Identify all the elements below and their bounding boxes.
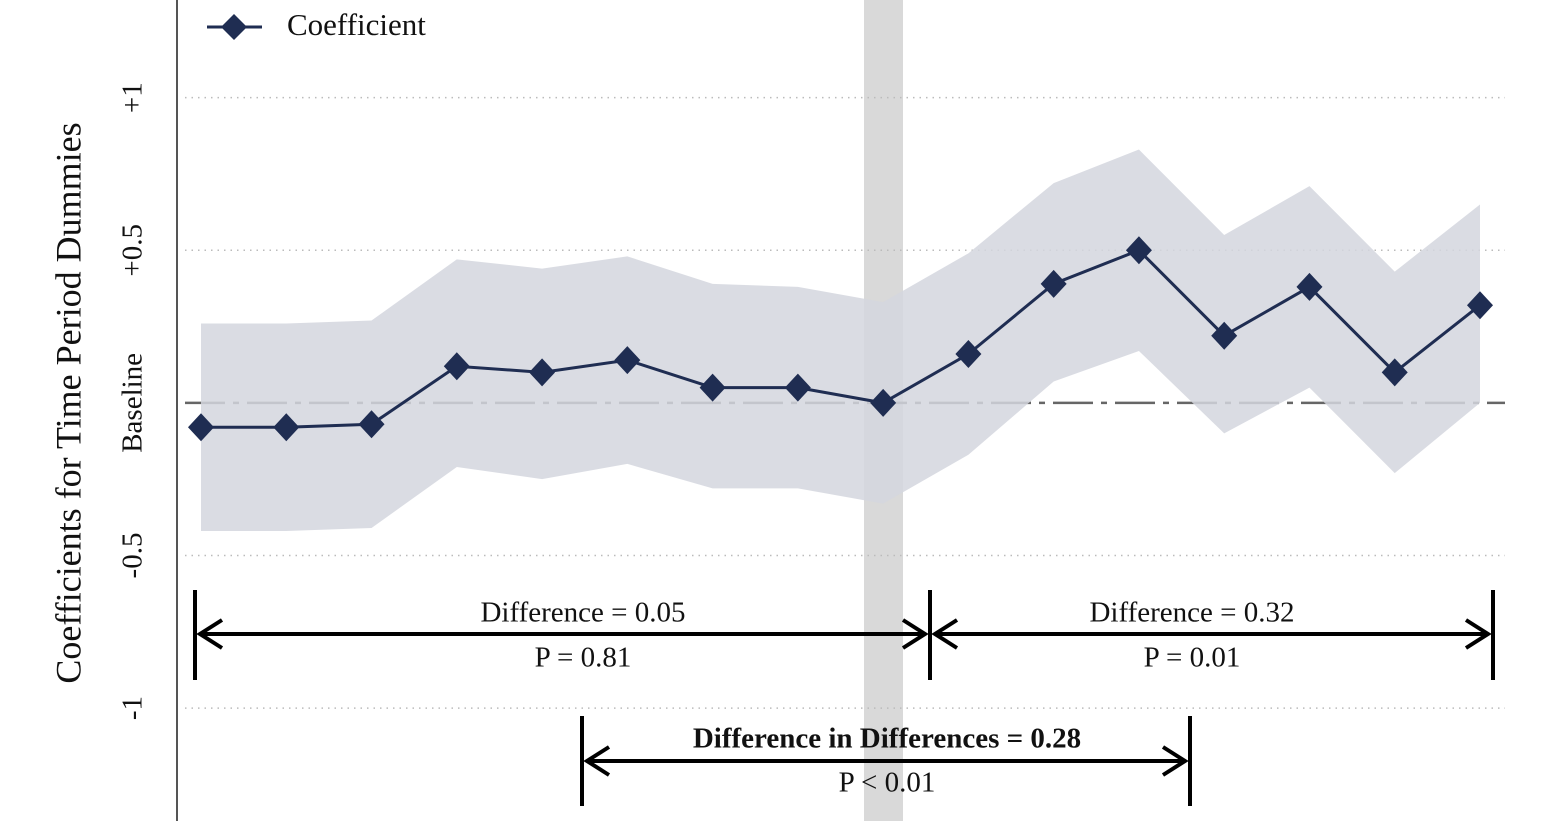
annotation-p: P = 0.81 — [535, 642, 632, 674]
y-tick-label: +1 — [117, 82, 149, 113]
point — [273, 413, 300, 442]
annotation-p: P < 0.01 — [839, 767, 936, 799]
point — [1467, 291, 1493, 320]
legend-marker — [221, 14, 247, 40]
annotation-p: P = 0.01 — [1144, 642, 1241, 674]
y-tick-label: -0.5 — [117, 533, 149, 579]
arrow-head — [196, 618, 224, 650]
y-tick-label: +0.5 — [117, 224, 149, 277]
point — [784, 373, 811, 402]
point — [529, 358, 556, 387]
plot — [185, 96, 1505, 709]
point — [699, 373, 726, 402]
point — [1040, 269, 1067, 298]
annotation: Difference = 0.05 — [480, 597, 685, 629]
point — [1211, 321, 1238, 350]
point — [955, 340, 982, 369]
y-axis-title: Coefficients for Time Period Dummies — [48, 122, 88, 683]
arrow-head — [901, 618, 929, 650]
legend-label: Coefficient — [287, 7, 426, 42]
annotation: Difference in Differences = 0.28 — [693, 723, 1081, 755]
arrow-head — [931, 618, 959, 650]
legend: Coefficient — [207, 7, 426, 42]
point — [1296, 272, 1323, 301]
arrow-head — [1161, 745, 1189, 777]
point — [870, 388, 897, 417]
point — [1381, 358, 1408, 387]
point — [188, 413, 214, 442]
y-tick-label: -1 — [117, 696, 149, 720]
annotation: Difference = 0.32 — [1089, 597, 1294, 629]
point — [358, 410, 385, 439]
arrow-head — [1464, 618, 1492, 650]
arrow-head — [583, 745, 611, 777]
series-line — [201, 248, 1481, 429]
confidence-band — [201, 149, 1480, 532]
y-tick-label: Baseline — [117, 353, 149, 453]
point — [443, 352, 470, 381]
brackets — [193, 590, 1495, 806]
point — [1125, 236, 1152, 265]
point — [614, 346, 641, 375]
